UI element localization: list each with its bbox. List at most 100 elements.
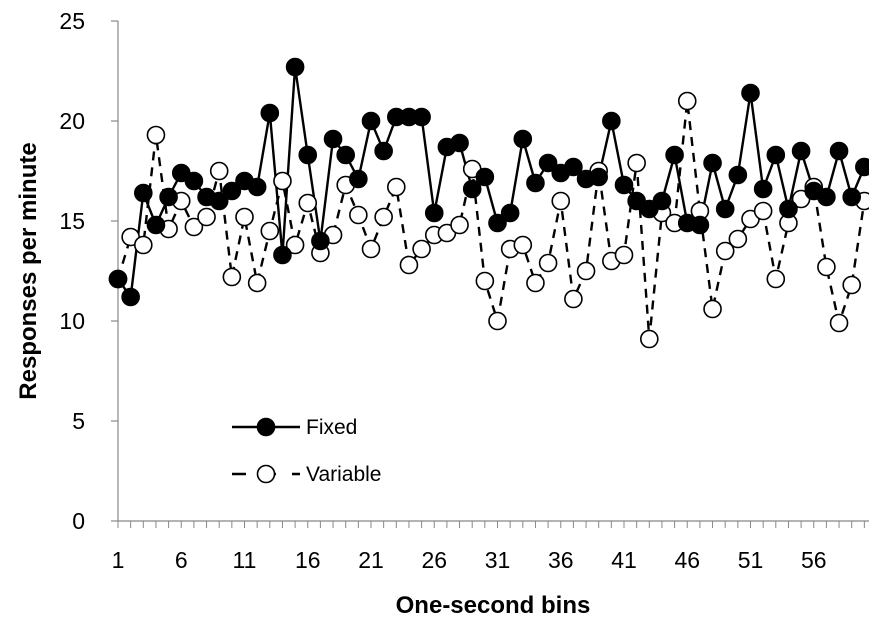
point-variable bbox=[829, 313, 849, 333]
point-variable bbox=[753, 201, 773, 221]
x-tick-label: 1 bbox=[112, 547, 125, 573]
point-fixed bbox=[184, 171, 204, 191]
y-tick-label: 25 bbox=[59, 8, 85, 34]
point-fixed bbox=[652, 191, 672, 211]
point-variable bbox=[222, 267, 242, 287]
x-tick-label: 11 bbox=[233, 547, 257, 573]
point-variable bbox=[576, 261, 596, 281]
x-tick-label: 36 bbox=[548, 547, 574, 573]
point-fixed bbox=[374, 141, 393, 161]
point-fixed bbox=[779, 199, 798, 219]
point-fixed bbox=[703, 153, 722, 173]
point-fixed bbox=[475, 167, 495, 187]
x-tick-label: 21 bbox=[358, 547, 384, 573]
point-variable bbox=[349, 205, 368, 225]
point-fixed bbox=[602, 111, 621, 131]
legend-marker-variable bbox=[256, 464, 276, 484]
point-fixed bbox=[817, 187, 836, 207]
point-variable bbox=[703, 299, 722, 319]
point-variable bbox=[209, 161, 229, 181]
point-fixed bbox=[247, 177, 267, 197]
series-line-variable bbox=[116, 100, 866, 340]
x-tick-label: 16 bbox=[295, 547, 321, 573]
point-fixed bbox=[450, 133, 469, 153]
point-variable bbox=[450, 215, 469, 235]
point-fixed bbox=[209, 191, 229, 211]
point-variable bbox=[627, 153, 646, 173]
point-variable bbox=[134, 235, 153, 255]
point-fixed bbox=[412, 107, 431, 127]
legend: Fixed Variable bbox=[232, 416, 382, 486]
point-fixed bbox=[349, 169, 368, 189]
point-variable bbox=[614, 245, 634, 265]
point-fixed bbox=[690, 215, 710, 235]
point-variable bbox=[247, 273, 267, 293]
point-fixed bbox=[121, 287, 140, 307]
point-variable bbox=[677, 91, 697, 111]
y-tick-label: 0 bbox=[72, 508, 85, 534]
point-variable bbox=[715, 241, 735, 261]
point-fixed bbox=[146, 215, 166, 235]
point-variable bbox=[361, 239, 381, 259]
point-variable bbox=[728, 229, 748, 249]
point-variable bbox=[260, 221, 280, 241]
point-fixed bbox=[336, 145, 356, 165]
point-variable bbox=[842, 275, 862, 295]
point-fixed bbox=[500, 203, 520, 223]
point-fixed bbox=[791, 141, 811, 161]
point-fixed bbox=[538, 153, 558, 173]
point-fixed bbox=[134, 183, 153, 203]
y-tick-label: 10 bbox=[59, 308, 85, 334]
point-fixed bbox=[159, 187, 178, 207]
point-fixed bbox=[424, 203, 444, 223]
point-variable bbox=[386, 177, 406, 197]
point-variable bbox=[766, 269, 786, 289]
x-tick-label: 56 bbox=[801, 547, 827, 573]
point-variable bbox=[475, 271, 495, 291]
point-variable bbox=[551, 191, 571, 211]
point-variable bbox=[412, 239, 431, 259]
point-fixed bbox=[842, 187, 862, 207]
point-fixed bbox=[855, 157, 869, 177]
point-variable bbox=[488, 311, 507, 331]
point-fixed bbox=[665, 145, 684, 165]
point-fixed bbox=[829, 141, 849, 161]
point-fixed bbox=[526, 173, 545, 193]
legend-label-fixed: Fixed bbox=[306, 416, 357, 439]
point-variable bbox=[639, 329, 659, 349]
point-variable bbox=[298, 193, 318, 213]
point-fixed bbox=[728, 165, 748, 185]
point-fixed bbox=[311, 231, 330, 251]
point-fixed bbox=[323, 129, 343, 149]
point-fixed bbox=[614, 175, 634, 195]
point-fixed bbox=[260, 103, 280, 123]
point-fixed bbox=[298, 145, 318, 165]
point-fixed bbox=[222, 181, 242, 201]
point-variable bbox=[526, 273, 545, 293]
point-variable bbox=[374, 207, 393, 227]
point-variable bbox=[197, 207, 216, 227]
y-tick-label: 5 bbox=[72, 408, 85, 434]
point-fixed bbox=[766, 145, 786, 165]
y-axis-title: Responses per minute bbox=[15, 142, 42, 399]
point-fixed bbox=[753, 179, 773, 199]
legend-label-variable: Variable bbox=[306, 463, 382, 486]
point-variable bbox=[564, 289, 583, 309]
point-variable bbox=[146, 125, 166, 145]
y-tick-label: 20 bbox=[59, 108, 85, 134]
y-tick-label: 15 bbox=[59, 208, 85, 234]
point-variable bbox=[513, 235, 533, 255]
point-variable bbox=[184, 217, 204, 237]
x-tick-label: 31 bbox=[485, 547, 511, 573]
point-variable bbox=[285, 235, 305, 255]
point-variable bbox=[273, 171, 292, 191]
point-fixed bbox=[361, 111, 381, 131]
point-fixed bbox=[513, 129, 533, 149]
series-layer bbox=[108, 57, 869, 349]
point-fixed bbox=[108, 269, 128, 289]
x-tick-label: 26 bbox=[421, 547, 447, 573]
point-variable bbox=[235, 207, 254, 227]
x-tick-label: 51 bbox=[738, 547, 764, 573]
